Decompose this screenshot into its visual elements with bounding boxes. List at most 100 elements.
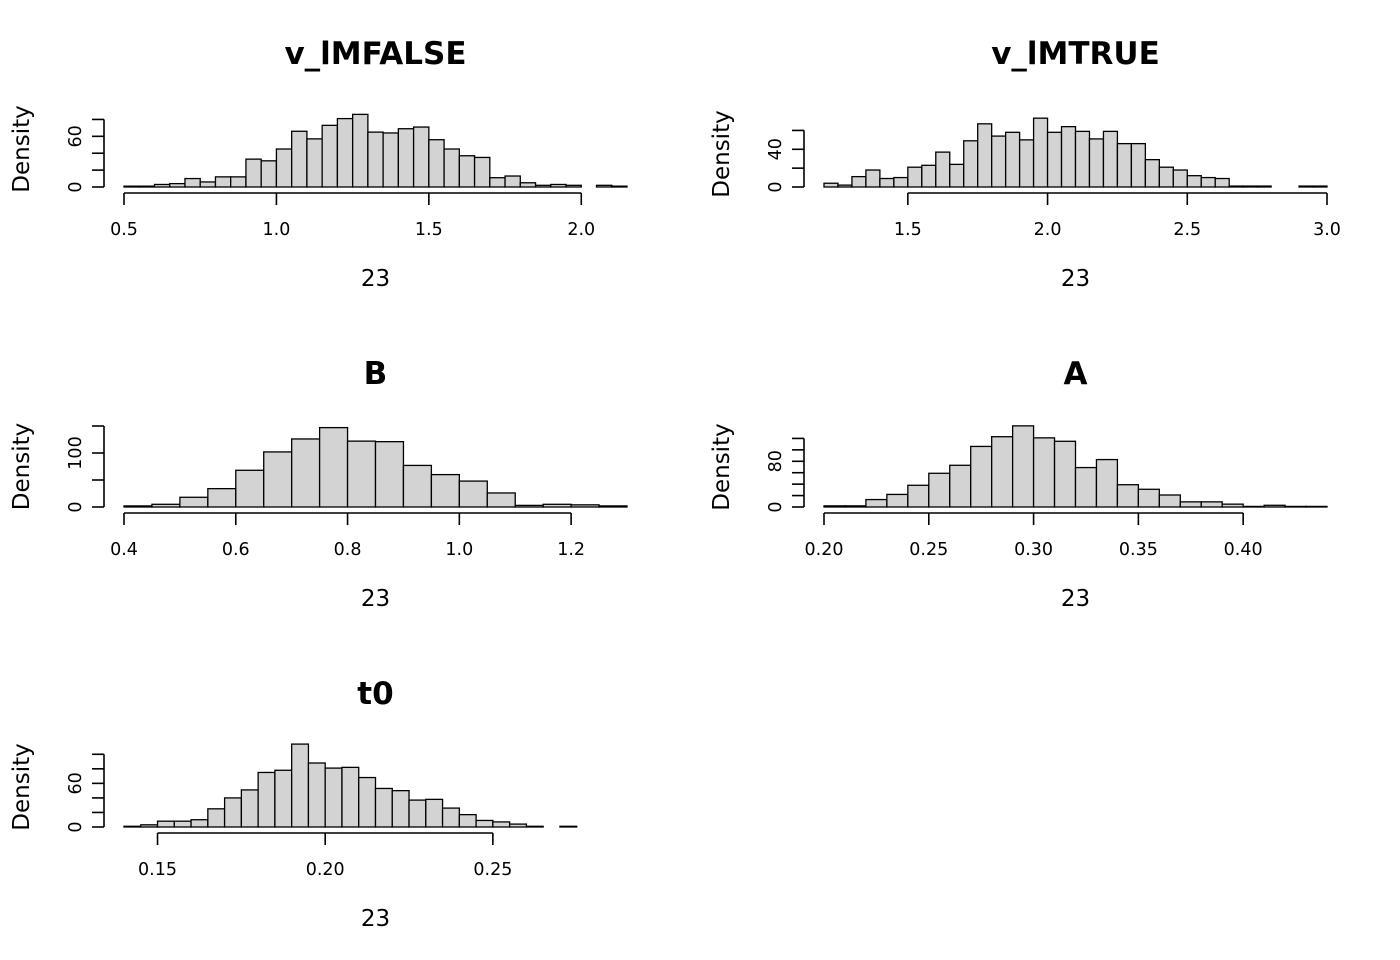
histogram-bar — [412, 126, 430, 188]
y-axis-label: Density — [9, 105, 35, 192]
histogram-bar — [907, 166, 923, 188]
histogram-bar — [977, 123, 993, 188]
x-tick-label: 0.40 — [1224, 540, 1263, 560]
x-axis-label: 23 — [361, 906, 390, 932]
histogram-bar — [1298, 185, 1314, 188]
histogram-bar — [351, 113, 369, 188]
histogram-bar — [458, 480, 488, 508]
x-tick-label: 1.5 — [894, 220, 922, 240]
histogram-bar — [949, 163, 965, 188]
histogram-bar — [991, 436, 1014, 508]
histogram-bar — [1242, 505, 1265, 508]
x-tick-label: 1.5 — [415, 220, 443, 240]
histogram-bar — [173, 820, 192, 828]
histogram-bar — [508, 823, 528, 828]
histogram-bar — [257, 771, 276, 828]
histogram-bar — [504, 175, 521, 188]
x-axis-label: 23 — [361, 586, 390, 612]
histogram-bar — [598, 505, 628, 508]
histogram-bar — [307, 762, 326, 828]
histogram-bar — [223, 797, 243, 828]
histogram-bar — [1074, 466, 1098, 508]
histogram-bar — [291, 743, 310, 828]
histogram-bar — [425, 798, 444, 828]
histogram-bar — [291, 438, 321, 508]
histogram-panel-5: t0 0 60 Density 0.15 0.20 0.25 23 — [9, 676, 578, 932]
histogram-bar — [486, 492, 516, 508]
histogram-bar — [570, 504, 600, 508]
histogram-bar — [565, 184, 582, 188]
x-tick-label: 1.0 — [445, 540, 473, 560]
histogram-panel-1: v_lMFALSE 0 60 Density 0.5 1.0 1.5 2.0 23 — [9, 36, 628, 292]
histogram-bar — [823, 505, 846, 508]
histogram-bar — [184, 177, 201, 188]
y-axis-label: Density — [709, 110, 735, 197]
histogram-bar — [550, 183, 567, 188]
histogram-panel-2: v_lMTRUE 0 40 Density 1.5 2.0 2.5 3.0 23 — [709, 36, 1341, 292]
histogram-bar — [1116, 142, 1133, 188]
y-tick-label: 0 — [66, 821, 86, 832]
histogram-bar — [893, 176, 909, 188]
x-axis-label: 23 — [1061, 266, 1090, 292]
histogram-bar — [214, 176, 232, 188]
histogram-bar — [865, 169, 881, 188]
panel-title: A — [1064, 356, 1088, 392]
histogram-bar — [1116, 484, 1140, 508]
x-tick-label: 0.15 — [138, 860, 177, 880]
x-tick-label: 3.0 — [1313, 220, 1341, 240]
x-tick-label: 0.35 — [1119, 540, 1158, 560]
histogram-bar — [190, 819, 209, 828]
histogram-bar — [397, 128, 415, 188]
histogram-bar — [230, 176, 247, 188]
histogram-bar — [1200, 176, 1216, 188]
histogram-bar — [391, 789, 410, 828]
histogram-bar — [138, 185, 156, 188]
histogram-bar — [207, 487, 237, 508]
histogram-bar — [123, 185, 140, 188]
histogram-bar — [123, 505, 153, 508]
histogram-bar — [1158, 494, 1181, 508]
histogram-bar — [263, 451, 293, 508]
histogram-bar — [458, 155, 476, 188]
x-axis-label: 23 — [1061, 586, 1090, 612]
histogram-bar — [245, 158, 262, 188]
panel-title: B — [364, 356, 388, 392]
y-tick-label: 40 — [766, 138, 786, 160]
histogram-bar — [1011, 425, 1035, 508]
histogram-bar — [240, 789, 259, 828]
histogram-bar — [235, 469, 265, 508]
histogram-bar — [1060, 126, 1077, 188]
histogram-bar — [851, 175, 867, 188]
histogram-bar — [341, 766, 360, 828]
x-tick-label: 0.6 — [222, 540, 250, 560]
histogram-bar — [492, 821, 511, 828]
y-axis-label: Density — [9, 423, 35, 510]
x-tick-label: 1.0 — [263, 220, 291, 240]
histogram-bar — [1004, 131, 1021, 188]
histogram-bar — [374, 441, 405, 508]
histogram-bar — [199, 181, 217, 188]
histogram-bar — [519, 182, 537, 188]
histogram-bar — [473, 156, 491, 188]
histogram-bar — [358, 776, 377, 828]
histogram-bar — [156, 820, 175, 828]
histogram-bar — [207, 808, 226, 828]
histogram-bar — [1144, 159, 1160, 188]
histogram-bar — [367, 131, 384, 188]
x-tick-label: 0.25 — [473, 860, 512, 880]
histogram-bar — [321, 124, 339, 188]
histogram-bar — [1102, 130, 1119, 188]
histogram-bar — [169, 182, 186, 188]
histogram-bar — [1074, 130, 1091, 188]
histogram-bar — [1214, 177, 1230, 188]
x-tick-label: 0.25 — [909, 540, 948, 560]
histogram-bar — [151, 503, 181, 508]
histogram-bar — [949, 464, 972, 508]
x-tick-label: 0.4 — [110, 540, 138, 560]
panel-title: v_lMFALSE — [284, 36, 466, 72]
histogram-bar — [1179, 501, 1202, 508]
x-tick-label: 0.8 — [334, 540, 362, 560]
histogram-bar — [1263, 504, 1286, 508]
histogram-bar — [123, 825, 142, 828]
histogram-bar — [1088, 138, 1105, 188]
